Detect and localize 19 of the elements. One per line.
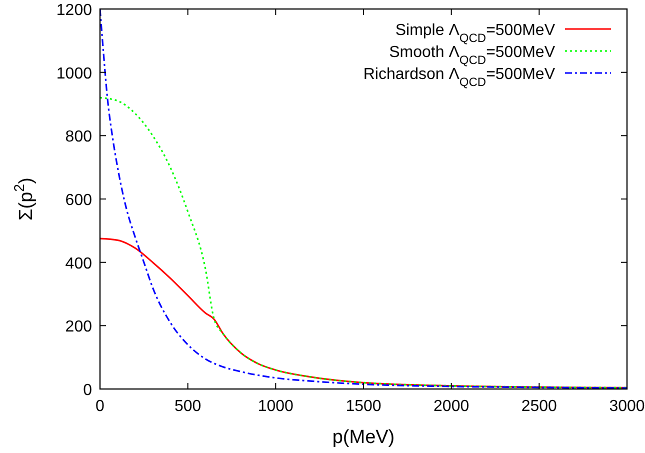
legend-label: Richardson Λ$_{QCD}$=500MeV	[363, 66, 556, 89]
legend-label: Simple Λ$_{QCD}$=500MeV	[395, 22, 556, 45]
y-tick-label: 0	[83, 382, 92, 399]
y-tick-label: 400	[65, 255, 92, 272]
y-tick-label: 1000	[56, 65, 92, 82]
x-tick-label: 1500	[346, 398, 382, 415]
y-tick-label: 600	[65, 192, 92, 209]
x-tick-label: 1000	[258, 398, 294, 415]
y-tick-label: 800	[65, 128, 92, 146]
x-tick-label: 2500	[521, 398, 558, 415]
x-tick-label: 500	[174, 398, 202, 415]
y-tick-label: 200	[65, 318, 92, 336]
line-series	[100, 9, 627, 389]
legend-label: Smooth Λ$_{QCD}$=500MeV	[389, 44, 556, 67]
x-tick-label: 0	[96, 398, 105, 415]
x-tick-label: 3000	[609, 398, 645, 415]
x-tick-label: 2000	[434, 398, 470, 415]
y-tick-label: 1200	[56, 2, 92, 19]
x-axis-title: p(MeV)	[332, 427, 395, 448]
